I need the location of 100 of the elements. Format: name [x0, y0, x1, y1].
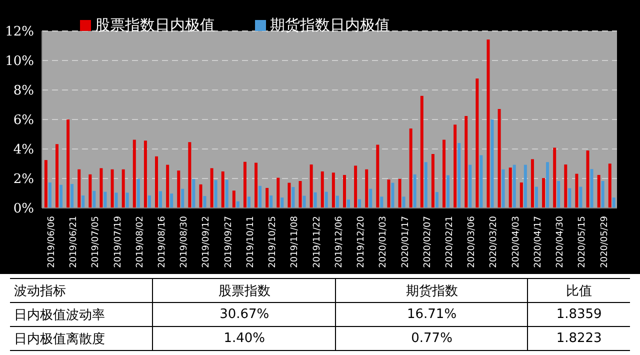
bar — [442, 140, 446, 208]
text: 波动指标 — [13, 282, 67, 300]
bar — [70, 184, 74, 208]
x-tick-label: 2020/04/17 — [533, 216, 544, 268]
x-tick-label: 2019/08/30 — [180, 216, 190, 268]
text: 股票指数 — [152, 278, 336, 302]
bar — [542, 178, 546, 208]
x-tick-label: 2020/02/07 — [422, 216, 433, 268]
bar — [332, 172, 335, 208]
bar — [148, 195, 151, 208]
text: 期货指数 — [336, 278, 528, 302]
bar — [490, 120, 494, 208]
bar — [597, 174, 600, 208]
x-tick-label: 2020/01/17 — [400, 216, 411, 268]
bar — [402, 196, 406, 208]
x-tick-label: 2019/11/08 — [290, 216, 300, 268]
bar — [413, 174, 416, 208]
x-tick-label: 2019/06/06 — [46, 216, 57, 268]
bar — [247, 196, 250, 208]
bar — [100, 168, 103, 208]
bar — [391, 182, 394, 208]
bar — [181, 188, 184, 208]
bar — [579, 186, 582, 208]
bar — [342, 174, 346, 208]
bar — [170, 194, 174, 208]
text: 1.8223 — [528, 326, 630, 350]
x-tick-label: 2019/12/06 — [334, 216, 344, 268]
text: 0.77% — [336, 326, 528, 350]
bar — [454, 124, 457, 208]
bar — [236, 201, 240, 208]
bar — [376, 144, 380, 208]
bar — [266, 188, 269, 208]
x-tick-label: 2019/11/22 — [312, 216, 322, 268]
bar — [446, 175, 450, 208]
bar — [468, 164, 472, 208]
bar — [126, 192, 129, 208]
x-tick-label: 2020/03/06 — [467, 216, 478, 268]
bar — [480, 155, 483, 208]
bar — [336, 196, 339, 208]
bar — [557, 181, 560, 208]
legend-label: 期货指数日内极值 — [270, 16, 390, 35]
text: 比值 — [528, 278, 630, 302]
bar — [534, 186, 538, 208]
bar — [310, 164, 313, 208]
x-tick-label: 2019/10/11 — [246, 216, 256, 268]
bar — [498, 109, 501, 208]
bar — [155, 156, 158, 208]
x-tick-label: 2019/06/21 — [69, 216, 80, 268]
bar — [354, 166, 358, 208]
bar — [55, 144, 58, 208]
bar — [476, 78, 479, 208]
bar — [82, 195, 85, 208]
bar — [276, 178, 280, 208]
bar — [431, 154, 434, 208]
bar — [612, 198, 616, 208]
bar — [324, 192, 328, 208]
bar — [320, 171, 324, 208]
bar — [122, 169, 125, 208]
bar — [192, 178, 196, 208]
bar — [358, 199, 362, 208]
bar — [48, 182, 52, 208]
x-tick-label: 2020/05/15 — [578, 216, 588, 268]
bar — [159, 191, 162, 208]
bar — [298, 181, 302, 208]
bar — [387, 180, 390, 208]
text: 1.8359 — [528, 302, 630, 326]
bar — [398, 178, 402, 208]
bar — [520, 182, 523, 208]
bar — [458, 142, 461, 208]
bar — [564, 164, 568, 208]
x-tick-label: 2020/02/21 — [444, 216, 455, 268]
bar — [369, 188, 372, 208]
y-tick-label: 4% — [13, 142, 34, 158]
bar — [380, 196, 384, 208]
bar — [553, 148, 556, 208]
bar — [144, 140, 147, 208]
y-tick-label: 2% — [13, 172, 34, 188]
bar — [608, 164, 612, 208]
bar — [424, 162, 428, 208]
x-tick-label: 2019/07/05 — [91, 216, 102, 268]
y-tick-label: 12% — [5, 24, 34, 40]
text: 30.67% — [152, 302, 336, 326]
y-tick-label: 0% — [13, 202, 34, 217]
bar — [78, 169, 81, 208]
legend-label: 股票指数日内极值 — [95, 16, 215, 35]
bar — [486, 40, 490, 208]
x-tick-label: 2019/12/20 — [356, 216, 367, 268]
text: 日内极值波动率 — [13, 306, 106, 324]
x-tick-label: 2019/09/12 — [202, 216, 212, 268]
bar — [512, 164, 516, 208]
bar — [288, 182, 291, 208]
y-tick-label: 6% — [13, 113, 34, 128]
bar — [132, 140, 136, 208]
text: 16.71% — [336, 302, 528, 326]
y-tick-label: 8% — [13, 84, 34, 99]
text: 1.40% — [152, 326, 336, 350]
bar — [177, 170, 180, 208]
bar — [524, 164, 527, 208]
x-tick-label: 2020/01/03 — [378, 216, 389, 268]
bar — [280, 198, 284, 208]
